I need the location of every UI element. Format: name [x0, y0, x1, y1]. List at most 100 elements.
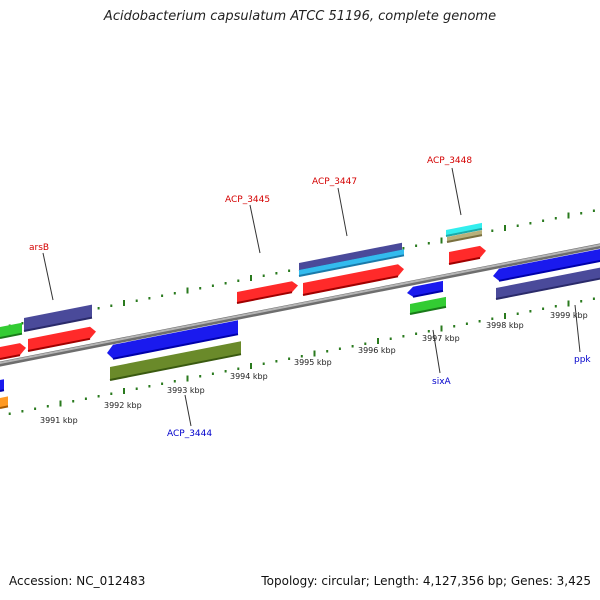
lower-tick: [453, 325, 456, 328]
gene-label-ppk: ppk: [574, 355, 591, 365]
upper-tick: [427, 242, 430, 245]
lower-tick: [135, 387, 138, 390]
upper-tick: [199, 287, 202, 290]
lower-tick: [288, 357, 291, 360]
upper-tick: [262, 274, 265, 277]
upper-tick: [135, 299, 138, 302]
lower-tick: [491, 317, 494, 320]
feature-red-ACP_3445: [236, 281, 298, 304]
lower-tick: [59, 400, 62, 407]
lower-tick: [173, 380, 176, 383]
lower-tick: [186, 375, 189, 382]
upper-tick: [123, 300, 125, 306]
lower-tick: [123, 388, 125, 394]
feature-blue-ACP_3444: [107, 320, 239, 360]
gene-label-ACP_3445: ACP_3445: [225, 195, 270, 205]
upper-tick: [161, 294, 164, 297]
lower-tick: [592, 297, 595, 300]
upper-tick: [567, 212, 570, 219]
genome-summary-text: Topology: circular; Length: 4,127,356 bp…: [261, 574, 591, 588]
kbp-label-3992: 3992 kbp: [104, 401, 142, 410]
lower-tick: [46, 405, 49, 408]
feature-cyan-ACP_3447: [298, 249, 405, 277]
upper-tick: [592, 209, 595, 212]
lower-tick: [250, 363, 252, 369]
lower-tick: [389, 337, 392, 340]
lower-tick: [148, 385, 151, 388]
upper-tick: [580, 212, 583, 215]
lower-tick: [415, 332, 418, 335]
feature-red-ACP_3447: [302, 264, 404, 296]
feature-red-arsB: [27, 326, 96, 352]
feature-olive-ACP_3444: [109, 341, 242, 381]
lower-tick: [529, 310, 532, 313]
lower-tick: [8, 412, 11, 415]
feature-blue-left: [0, 379, 5, 392]
lower-tick-track: [8, 297, 595, 415]
feature-purple-arsB: [23, 304, 93, 332]
lower-tick: [542, 307, 545, 310]
feature-green-left: [0, 322, 23, 339]
lower-tick: [478, 320, 481, 323]
upper-tick: [504, 225, 506, 231]
kbp-label-3995: 3995 kbp: [294, 358, 332, 367]
ppk-callout: [574, 304, 581, 353]
upper-tick: [440, 237, 443, 244]
lower-tick: [580, 300, 583, 303]
lower-tick: [364, 342, 367, 345]
gene-label-ACP_3444: ACP_3444: [167, 429, 212, 439]
feature-purple-ppk: [495, 267, 600, 300]
kbp-label-3993: 3993 kbp: [167, 386, 205, 395]
upper-tick: [288, 269, 291, 272]
lower-tick: [516, 312, 519, 315]
upper-tick: [224, 282, 227, 285]
feature-green-sixA: [409, 296, 447, 315]
lower-tick: [567, 300, 570, 307]
genome-backbone: [0, 243, 600, 367]
lower-tick: [554, 305, 557, 308]
kbp-label-3999: 3999 kbp: [550, 311, 588, 320]
upper-tick: [173, 292, 176, 295]
lower-tick: [377, 338, 379, 344]
feature-blue-ppk: [493, 248, 600, 282]
gene-label-sixA: sixA: [432, 377, 452, 387]
gene-features: [0, 222, 600, 409]
upper-tick: [21, 322, 24, 325]
lower-tick: [224, 370, 227, 373]
upper-tick: [211, 284, 214, 287]
lower-tick: [313, 350, 316, 357]
ACP_3445-callout: [249, 204, 261, 254]
gene-label-ACP_3448: ACP_3448: [427, 156, 472, 166]
lower-tick: [21, 410, 24, 413]
lower-tick: [338, 347, 341, 350]
genome-title: Acidobacterium capsulatum ATCC 51196, co…: [103, 9, 497, 24]
upper-tick: [250, 275, 252, 281]
gene-label-arsB: arsB: [29, 243, 49, 253]
upper-tick: [554, 217, 557, 220]
upper-tick: [529, 222, 532, 225]
lower-tick: [72, 400, 75, 403]
lower-tick: [237, 367, 240, 370]
upper-tick: [516, 224, 519, 227]
lower-tick: [199, 375, 202, 378]
upper-tick: [415, 244, 418, 247]
lower-tick: [161, 382, 164, 385]
upper-tick: [542, 219, 545, 222]
lower-tick: [351, 345, 354, 348]
feature-red-left: [0, 343, 26, 360]
lower-tick: [300, 355, 303, 358]
kbp-label-3994: 3994 kbp: [230, 372, 268, 381]
lower-tick: [440, 325, 443, 332]
lower-tick: [84, 397, 87, 400]
ACP_3448-callout: [451, 167, 462, 216]
upper-tick: [97, 307, 100, 310]
ACP_3447-callout: [337, 187, 348, 237]
lower-tick: [504, 313, 506, 319]
accession-text: Accession: NC_012483: [9, 574, 146, 588]
lower-tick: [97, 395, 100, 398]
upper-tick: [491, 229, 494, 232]
upper-tick: [237, 279, 240, 282]
arsB-callout: [42, 252, 54, 301]
